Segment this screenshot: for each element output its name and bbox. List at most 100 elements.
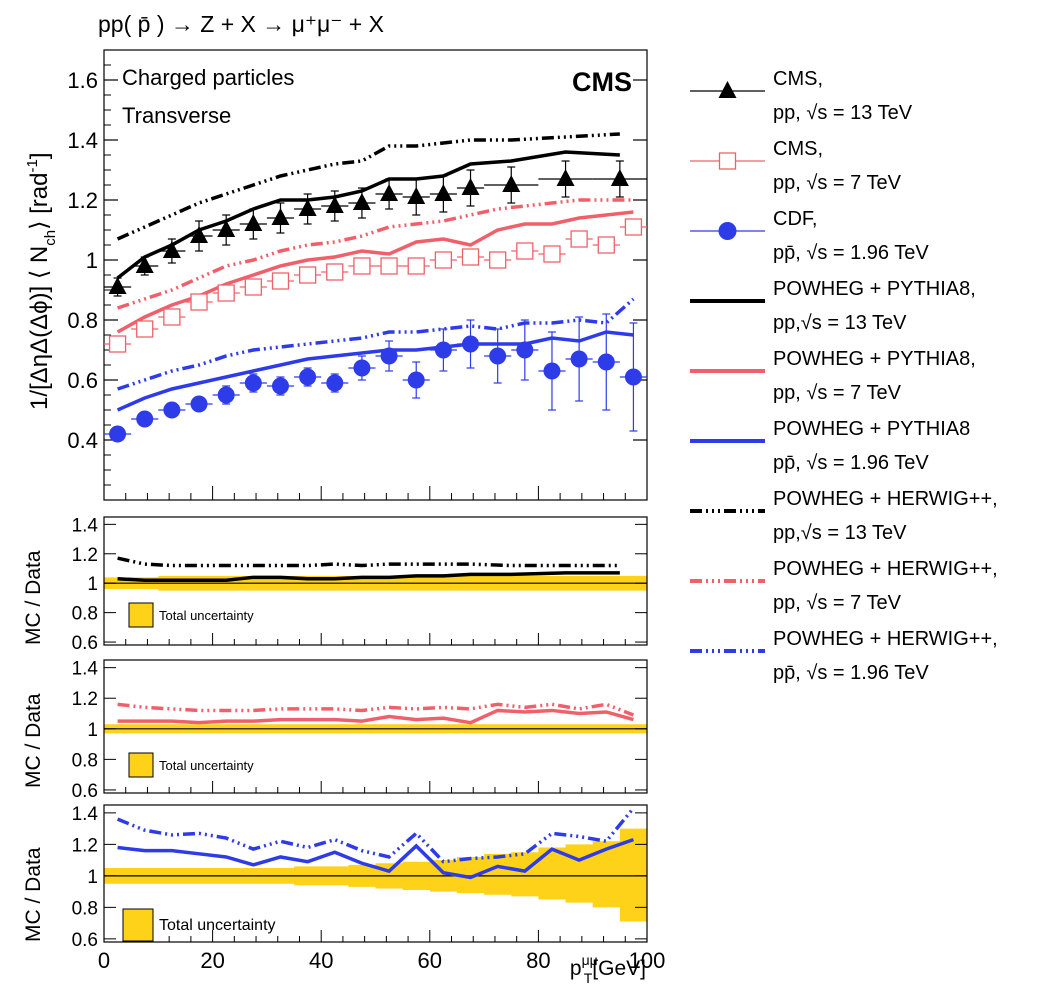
series-herwig-13tev bbox=[116, 132, 620, 241]
point-cms-7tev bbox=[271, 272, 290, 290]
uncertainty-swatch bbox=[128, 602, 154, 628]
point-cms-13tev bbox=[502, 175, 521, 192]
uncertainty-band bbox=[104, 828, 647, 922]
ratio-y-tick-label: 0.8 bbox=[72, 750, 98, 771]
ratio-panel-196tev: 0.6 0.8 1 1.2 1.4 0 20 40 60 80 100 Total uncertain… bbox=[72, 804, 666, 973]
cms-label: CMS bbox=[572, 67, 632, 97]
legend-label-line1: POWHEG + PYTHIA8 bbox=[773, 418, 970, 440]
y-tick-label: 1.6 bbox=[67, 68, 98, 93]
point-cms-7tev bbox=[461, 248, 480, 266]
ratio-y-tick-label: 0.6 bbox=[72, 781, 98, 802]
ylabel-sup: -1 bbox=[24, 159, 41, 172]
ratio-herwig bbox=[117, 556, 620, 568]
legend-label-line2: pp, √s = 7 TeV bbox=[773, 382, 902, 404]
point-cms-7tev bbox=[516, 242, 534, 260]
legend-label-line2: pp̄, √s = 1.96 TeV bbox=[773, 452, 929, 474]
x-tick-label: 80 bbox=[526, 948, 550, 973]
ratio-y-tick-label: 1.4 bbox=[72, 515, 99, 536]
point-cms-13tev bbox=[244, 214, 263, 231]
point-cms-13tev bbox=[325, 196, 344, 213]
uncertainty-label: Total uncertainty bbox=[159, 758, 254, 773]
ratio-y-tick-label: 1.4 bbox=[72, 804, 99, 825]
ratio-pythia bbox=[117, 708, 634, 725]
point-cms-7tev bbox=[326, 263, 344, 281]
ratio-13-ylabel: MC / Data bbox=[22, 550, 45, 645]
legend-label-line2: pp,√s = 13 TeV bbox=[773, 312, 907, 334]
point-cms-13tev bbox=[610, 169, 629, 186]
ratio-frame bbox=[103, 804, 648, 943]
ylabel-end: ⟩ [rad bbox=[26, 173, 53, 230]
ratio-y-tick-label: 1.2 bbox=[72, 689, 98, 710]
point-cms-7tev bbox=[407, 257, 425, 275]
legend-marker-triangle bbox=[718, 81, 737, 98]
point-cms-7tev bbox=[244, 278, 262, 296]
point-cdf-196tev bbox=[217, 386, 235, 404]
point-cdf-196tev bbox=[271, 377, 289, 395]
ratio-y-tick-label: 1 bbox=[87, 574, 98, 595]
point-cms-13tev bbox=[298, 199, 317, 216]
point-cdf-196tev bbox=[462, 335, 480, 353]
x-tick-label: 0 bbox=[98, 948, 110, 973]
x-tick-label: 40 bbox=[309, 948, 333, 973]
ratio-herwig bbox=[117, 702, 635, 717]
point-cms-13tev bbox=[461, 178, 480, 195]
main-panel: 0.4 0.6 0.8 1 1.2 1.4 1.6 CMS Charged particle… bbox=[67, 49, 648, 501]
legend-marker-circle bbox=[718, 222, 737, 240]
ratio-frame bbox=[103, 516, 648, 646]
point-cms-7tev bbox=[217, 284, 235, 302]
ratio-y-tick-label: 1 bbox=[87, 720, 98, 741]
chart-title: pp( p̄ ) → Z + X → μ⁺μ⁻ + X bbox=[98, 11, 384, 37]
ratio-y-tick-label: 1.2 bbox=[72, 545, 98, 566]
legend-label-line2: pp, √s = 13 TeV bbox=[773, 102, 913, 124]
legend: CMS, pp, √s = 13 TeV CMS, pp, √s = 7 TeV CDF… bbox=[690, 68, 998, 684]
ratio-y-tick-label: 1 bbox=[87, 867, 98, 888]
point-cms-13tev bbox=[190, 226, 209, 243]
point-cms-13tev bbox=[217, 220, 236, 237]
legend-label-line2: pp, √s = 7 TeV bbox=[773, 592, 902, 614]
legend-label-line1: CMS, bbox=[773, 138, 823, 160]
ratio-frame bbox=[103, 659, 648, 794]
point-cms-7tev bbox=[597, 236, 615, 254]
point-cdf-196tev bbox=[326, 374, 344, 392]
point-cms-7tev bbox=[543, 245, 561, 263]
point-cdf-196tev bbox=[380, 347, 398, 365]
xlabel-sub: T bbox=[584, 970, 593, 986]
legend-label-line1: CMS, bbox=[773, 68, 823, 90]
point-cms-7tev bbox=[353, 257, 371, 275]
ratio-y-tick-label: 1.4 bbox=[72, 659, 99, 680]
ratio-pythia bbox=[117, 837, 635, 880]
point-cdf-196tev bbox=[434, 341, 452, 359]
legend-label-line1: POWHEG + PYTHIA8, bbox=[773, 348, 976, 370]
legend-label-line2: pp, √s = 7 TeV bbox=[773, 172, 902, 194]
point-cms-13tev bbox=[352, 193, 371, 210]
y-tick-label: 0.6 bbox=[67, 368, 98, 393]
x-tick-label: 100 bbox=[629, 948, 666, 973]
legend-label-line1: POWHEG + PYTHIA8, bbox=[773, 278, 976, 300]
point-cms-13tev bbox=[108, 277, 127, 294]
point-cms-13tev bbox=[135, 256, 154, 273]
legend-marker-square bbox=[718, 152, 737, 170]
ratio-y-tick-label: 0.6 bbox=[72, 633, 98, 654]
main-y-axis-label: 1/[ΔηΔ(Δϕ)] ⟨ Nch⟩ [rad-1] bbox=[24, 153, 59, 411]
ylabel-close: ] bbox=[26, 153, 53, 160]
uncertainty-label: Total uncertainty bbox=[159, 917, 276, 934]
ratio-7-ylabel: MC / Data bbox=[22, 693, 45, 788]
main-ticks: 0.4 0.6 0.8 1 1.2 1.4 1.6 bbox=[67, 64, 648, 500]
uncertainty-label: Total uncertainty bbox=[159, 608, 254, 623]
ratio-196-ylabel: MC / Data bbox=[22, 847, 45, 942]
point-cms-7tev bbox=[380, 257, 398, 275]
point-cdf-196tev bbox=[136, 410, 154, 428]
ratio-y-tick-label: 0.8 bbox=[72, 898, 98, 919]
series-herwig-7tev bbox=[117, 198, 634, 310]
annotation-charged: Charged particles bbox=[122, 65, 294, 90]
point-cms-13tev bbox=[556, 169, 575, 186]
point-cms-7tev bbox=[434, 251, 453, 269]
xlabel-sup: μμ bbox=[582, 952, 598, 968]
y-tick-label: 0.8 bbox=[67, 308, 98, 333]
main-series bbox=[104, 132, 647, 443]
x-tick-label: 60 bbox=[418, 948, 442, 973]
series-pythia-196tev bbox=[116, 330, 634, 412]
legend-label-line2: pp̄, √s = 1.96 TeV bbox=[773, 662, 929, 684]
ratio-y-tick-label: 0.6 bbox=[72, 930, 98, 951]
